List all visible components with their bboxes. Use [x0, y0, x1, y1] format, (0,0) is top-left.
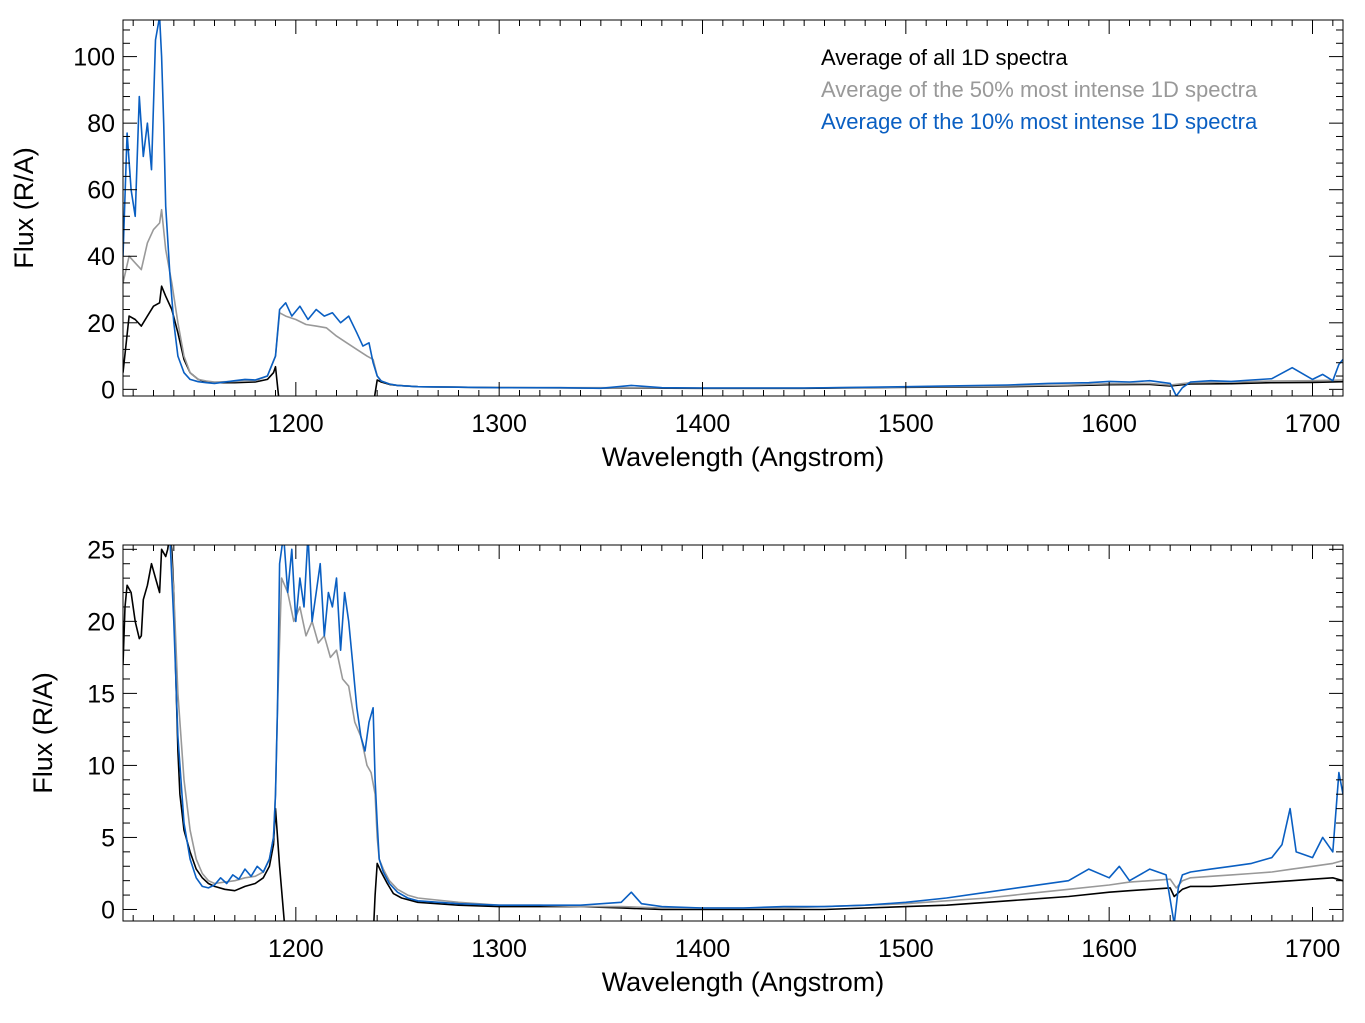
x-tick-label: 1200	[268, 935, 324, 963]
y-tick-label: 80	[87, 110, 115, 138]
y-tick-label: 60	[87, 177, 115, 205]
plot-frame	[122, 19, 1344, 397]
y-tick-label: 10	[87, 752, 115, 780]
legend-entry-3: Average of the 10% most intense 1D spect…	[821, 109, 1258, 134]
x-tick-label: 1300	[471, 935, 527, 963]
y-tick-label: 5	[101, 824, 115, 852]
legend-entry-2: Average of the 50% most intense 1D spect…	[821, 77, 1258, 102]
y-tick-label: 20	[87, 608, 115, 636]
y-tick-label: 25	[87, 536, 115, 564]
series-line-2	[123, 208, 1343, 389]
plot-frame	[122, 544, 1344, 922]
y-axis-label: Flux (R/A)	[28, 672, 58, 794]
y-tick-label: 20	[87, 310, 115, 338]
y-tick-label: 100	[73, 44, 115, 72]
series-line-1	[123, 545, 1343, 921]
series-group	[123, 20, 1343, 396]
x-tick-label: 1600	[1081, 935, 1137, 963]
y-tick-label: 0	[101, 376, 115, 404]
y-axis-label: Flux (R/A)	[9, 147, 39, 269]
series-group	[123, 545, 1343, 921]
x-tick-label: 1500	[878, 935, 934, 963]
series-line-1	[123, 285, 1343, 396]
x-tick-label: 1300	[471, 410, 527, 438]
series-line-3	[123, 20, 1343, 396]
x-tick-label: 1600	[1081, 410, 1137, 438]
x-tick-label: 1500	[878, 410, 934, 438]
panel-2: 1200 1300 1400 1500 1600 1700 0 5 10 15 20 25 Wavele…	[28, 536, 1344, 997]
series-line-2	[169, 545, 1343, 909]
x-axis-label: Wavelength (Angstrom)	[602, 442, 885, 472]
x-tick-label: 1700	[1285, 935, 1341, 963]
x-axis-label: Wavelength (Angstrom)	[602, 967, 885, 997]
legend-entry-1: Average of all 1D spectra	[821, 45, 1068, 70]
x-tick-label: 1400	[675, 410, 731, 438]
x-tick-label: 1400	[675, 935, 731, 963]
x-tick-label: 1200	[268, 410, 324, 438]
y-tick-label: 40	[87, 243, 115, 271]
panel-1: 1200 1300 1400 1500 1600 1700 0 20 40 60 80 100 Wave…	[9, 19, 1344, 472]
x-tick-label: 1700	[1285, 410, 1341, 438]
y-tick-label: 15	[87, 680, 115, 708]
series-line-3	[169, 545, 1343, 921]
y-tick-label: 0	[101, 896, 115, 924]
